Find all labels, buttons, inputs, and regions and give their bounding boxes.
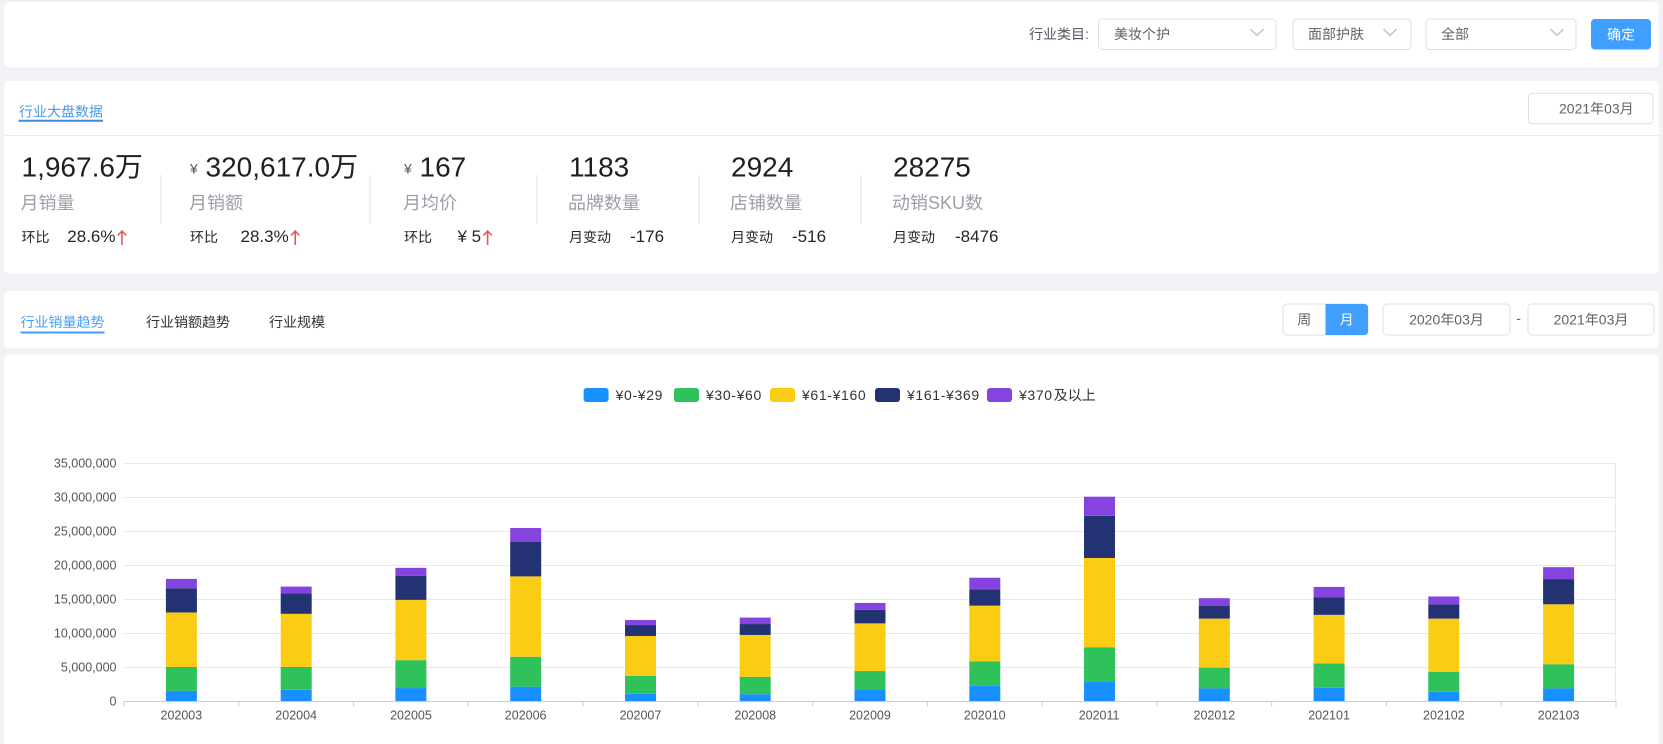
svg-text:-176: -176 — [630, 227, 664, 246]
svg-text:28.3%: 28.3% — [241, 227, 289, 246]
svg-text:03: 03 — [1454, 312, 1470, 328]
svg-text:202006: 202006 — [505, 709, 547, 723]
svg-text:202007: 202007 — [620, 709, 662, 723]
svg-text:202009: 202009 — [849, 709, 891, 723]
svg-text:2020: 2020 — [1409, 312, 1440, 328]
svg-text:¥161-¥369: ¥161-¥369 — [906, 387, 980, 403]
svg-text:202005: 202005 — [390, 709, 432, 723]
svg-text:5,000,000: 5,000,000 — [61, 660, 117, 674]
svg-text::: : — [1085, 26, 1089, 42]
svg-text:0: 0 — [110, 694, 117, 708]
svg-text:¥: ¥ — [189, 161, 198, 177]
svg-text:15,000,000: 15,000,000 — [54, 592, 117, 606]
svg-text:03: 03 — [1599, 312, 1615, 328]
svg-text:30,000,000: 30,000,000 — [54, 490, 117, 504]
svg-text:28.6%: 28.6% — [67, 227, 115, 246]
svg-text:202102: 202102 — [1423, 709, 1465, 723]
svg-text:-516: -516 — [792, 227, 826, 246]
svg-text:35,000,000: 35,000,000 — [54, 456, 117, 470]
svg-text:SKU: SKU — [928, 193, 965, 213]
svg-text:28275: 28275 — [893, 152, 971, 183]
svg-text:2021: 2021 — [1559, 101, 1590, 117]
svg-text:10,000,000: 10,000,000 — [54, 626, 117, 640]
svg-text:¥370: ¥370 — [1018, 387, 1053, 403]
svg-text:¥30-¥60: ¥30-¥60 — [705, 387, 762, 403]
svg-text:202003: 202003 — [161, 709, 203, 723]
svg-text:¥ 5: ¥ 5 — [457, 227, 482, 246]
svg-text:202004: 202004 — [275, 709, 317, 723]
svg-text:¥0-¥29: ¥0-¥29 — [615, 387, 664, 403]
svg-text:202008: 202008 — [734, 709, 776, 723]
svg-text:03: 03 — [1604, 101, 1620, 117]
svg-text:320,617.0: 320,617.0 — [206, 152, 331, 183]
svg-text:2924: 2924 — [731, 152, 793, 183]
svg-text:2021: 2021 — [1554, 312, 1585, 328]
svg-text:¥61-¥160: ¥61-¥160 — [801, 387, 866, 403]
svg-text:1183: 1183 — [569, 152, 629, 183]
svg-text:¥: ¥ — [403, 161, 412, 177]
svg-text:20,000,000: 20,000,000 — [54, 558, 117, 572]
svg-text:202010: 202010 — [964, 709, 1006, 723]
svg-text:-: - — [1516, 310, 1521, 326]
svg-text:202101: 202101 — [1308, 709, 1350, 723]
svg-text:1,967.6: 1,967.6 — [22, 152, 115, 183]
svg-text:202012: 202012 — [1194, 709, 1236, 723]
svg-text:-8476: -8476 — [955, 227, 998, 246]
svg-text:25,000,000: 25,000,000 — [54, 524, 117, 538]
svg-text:202011: 202011 — [1079, 709, 1120, 723]
svg-text:202103: 202103 — [1538, 709, 1580, 723]
svg-text:167: 167 — [420, 152, 467, 183]
